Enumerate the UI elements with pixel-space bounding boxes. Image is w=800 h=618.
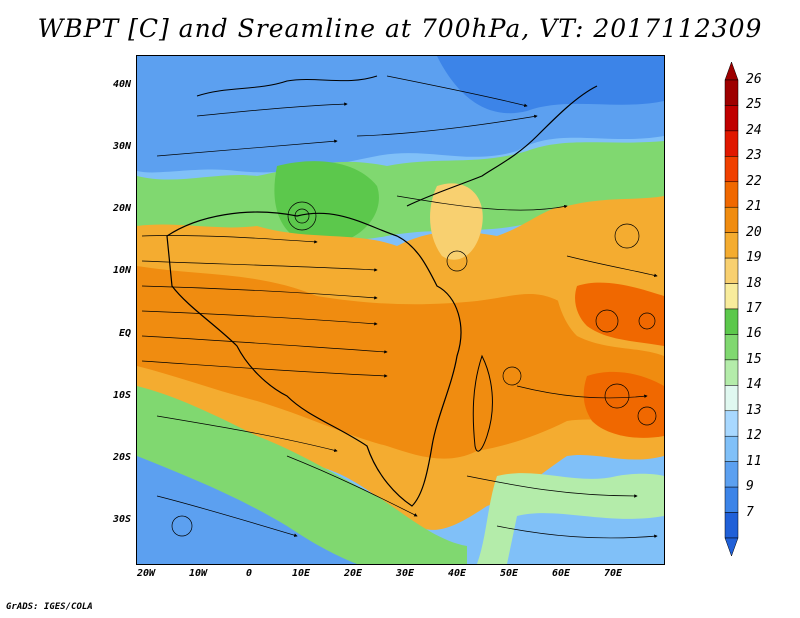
lon-label-20e: 20E: [343, 568, 363, 579]
lon-label-0: 0: [245, 568, 253, 579]
colorbar-swatch: [724, 435, 739, 462]
colorbar-tick-label: 9: [746, 479, 754, 495]
lat-label-20s: 20S: [112, 452, 131, 463]
lon-label-40e: 40E: [447, 568, 467, 579]
colorbar-tick-label: 14: [746, 377, 762, 393]
streamlines: [141, 75, 658, 539]
colorbar-tick-label: 19: [746, 250, 762, 266]
indian-ocean-hot-1: [575, 282, 664, 346]
colorbar-tick-label: 13: [746, 402, 762, 418]
colorbar-swatch: [724, 257, 739, 284]
lon-label-20w: 20W: [136, 568, 156, 579]
europe-coastline: [196, 75, 378, 97]
colorbar: [724, 61, 739, 557]
africa-coastline: [166, 211, 462, 507]
colorbar-tick-label: 25: [746, 97, 762, 113]
map-title: WBPT [C] and Sreamline at 700hPa, VT: 20…: [37, 14, 763, 43]
colorbar-swatch: [724, 283, 739, 310]
lat-label-10n: 10N: [112, 265, 131, 276]
colorbar-swatch: [724, 461, 739, 488]
south-cold-region: [137, 456, 357, 564]
colorbar-bottom-arrow: [724, 537, 739, 557]
colorbar-swatch: [724, 130, 739, 157]
indian-ocean-hot-2: [583, 371, 664, 438]
credit-text: GrADS: IGES/COLA: [6, 602, 93, 612]
colorbar-swatch: [724, 486, 739, 513]
colorbar-tick-label: 7: [746, 504, 754, 520]
lat-label-20n: 20N: [112, 203, 131, 214]
colorbar-tick-label: 24: [746, 122, 762, 138]
lon-label-30e: 30E: [395, 568, 415, 579]
lat-label-eq: EQ: [118, 328, 131, 339]
lon-label-50e: 50E: [499, 568, 519, 579]
colorbar-tick-label: 12: [746, 428, 762, 444]
colorbar-tick-label: 11: [746, 453, 762, 469]
colorbar-tick-label: 18: [746, 275, 762, 291]
lat-label-30n: 30N: [112, 141, 131, 152]
colorbar-tick-label: 22: [746, 173, 762, 189]
arabian-warm-cell: [430, 183, 483, 260]
colorbar-swatch: [724, 308, 739, 335]
madagascar-coastline: [472, 354, 493, 452]
arabia-coastline: [406, 85, 598, 207]
colorbar-swatch: [724, 232, 739, 259]
colorbar-swatch: [724, 334, 739, 361]
lon-label-60e: 60E: [551, 568, 571, 579]
lat-label-30s: 30S: [112, 514, 131, 525]
deep-cold-region: [437, 56, 664, 114]
map-panel: [136, 55, 665, 565]
colorbar-swatch: [724, 156, 739, 183]
colorbar-tick-label: 21: [746, 199, 762, 215]
colorbar-swatch: [724, 105, 739, 132]
colorbar-top-arrow: [724, 61, 739, 81]
colorbar-swatch: [724, 385, 739, 412]
colorbar-tick-label: 16: [746, 326, 762, 342]
lat-label-10s: 10S: [112, 390, 131, 401]
colorbar-swatch: [724, 512, 739, 539]
colorbar-tick-label: 20: [746, 224, 762, 240]
colorbar-swatch: [724, 359, 739, 386]
lon-label-70e: 70E: [603, 568, 623, 579]
colorbar-tick-label: 17: [746, 301, 762, 316]
lon-label-10e: 10E: [291, 568, 311, 579]
hot-band: [137, 266, 664, 459]
colorbar-tick-label: 23: [746, 148, 762, 164]
colorbar-swatch: [724, 79, 739, 106]
colorbar-tick-label: 15: [746, 351, 762, 367]
colorbar-swatch: [724, 410, 739, 437]
lat-label-40n: 40N: [112, 79, 131, 90]
colorbar-tick-label: 26: [746, 72, 762, 87]
green-vortex-region: [274, 161, 379, 246]
lon-label-10w: 10W: [188, 568, 208, 579]
colorbar-swatch: [724, 181, 739, 208]
wbpt-field-map: [137, 56, 664, 564]
southeast-cold-region: [507, 513, 664, 564]
colorbar-swatch: [724, 206, 739, 233]
